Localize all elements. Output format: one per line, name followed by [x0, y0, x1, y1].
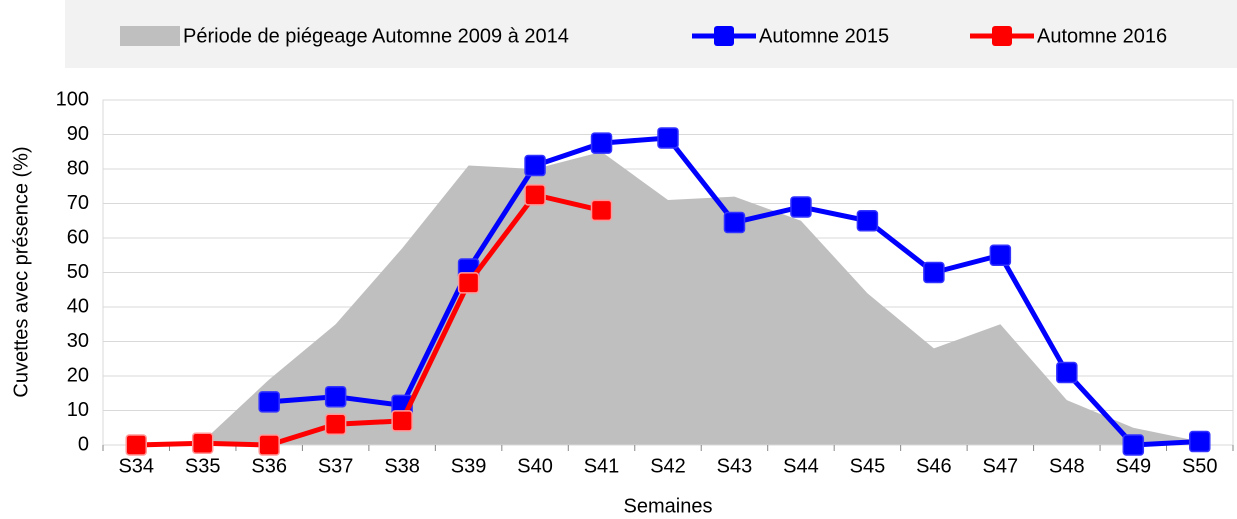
y-tick-label: 30	[67, 330, 89, 352]
x-tick-label: S35	[185, 455, 221, 477]
marker	[856, 210, 879, 232]
marker	[258, 391, 280, 413]
marker	[590, 199, 613, 222]
legend-swatch	[120, 26, 180, 46]
legend-marker	[714, 26, 734, 46]
y-tick-label: 80	[67, 157, 89, 179]
legend-box	[65, 0, 1237, 68]
y-tick-label: 60	[67, 226, 89, 248]
marker	[324, 385, 347, 408]
y-tick-label: 50	[67, 261, 89, 283]
marker	[524, 184, 546, 206]
legend-label: Période de piégeage Automne 2009 à 2014	[183, 25, 569, 47]
y-tick-label: 100	[56, 88, 89, 110]
marker	[191, 432, 214, 455]
marker	[258, 434, 280, 456]
x-tick-label: S34	[118, 455, 154, 477]
x-tick-label: S43	[717, 455, 753, 477]
marker	[989, 244, 1012, 266]
line	[136, 192, 603, 448]
x-tick-label: S36	[251, 455, 287, 477]
y-tick-label: 90	[67, 123, 89, 145]
marker	[790, 196, 812, 218]
x-tick-label: S37	[318, 455, 354, 477]
x-tick-label: S47	[983, 455, 1019, 477]
y-tick-label: 10	[67, 399, 89, 421]
y-tick-label: 20	[67, 364, 89, 386]
marker	[1056, 361, 1078, 384]
y-tick-label: 40	[67, 295, 89, 317]
marker	[723, 211, 746, 234]
x-axis-label: Semaines	[624, 495, 713, 517]
marker	[324, 413, 347, 436]
marker	[1122, 434, 1145, 456]
marker	[524, 154, 546, 177]
x-tick-label: S40	[517, 455, 553, 477]
x-tick-label: S46	[916, 455, 952, 477]
x-tick-label: S44	[783, 455, 819, 477]
y-axis-label: Cuvettes avec présence (%)	[10, 146, 32, 397]
legend-label: Automne 2015	[759, 25, 889, 47]
marker	[590, 132, 613, 154]
x-tick-label: S41	[584, 455, 620, 477]
x-tick-label: S48	[1049, 455, 1085, 477]
legend-marker	[992, 26, 1012, 46]
plot-border	[102, 99, 1234, 446]
area	[136, 151, 1200, 445]
y-tick-label: 70	[67, 192, 89, 214]
x-tick-label: S38	[384, 455, 420, 477]
x-tick-label: S39	[451, 455, 487, 477]
x-tick-label: S49	[1115, 455, 1151, 477]
marker	[125, 434, 147, 456]
marker	[1189, 430, 1211, 453]
marker	[391, 410, 413, 432]
x-tick-label: S50	[1182, 455, 1218, 477]
x-tick-label: S42	[650, 455, 686, 477]
marker	[657, 127, 679, 149]
x-tick-label: S45	[850, 455, 886, 477]
legend-label: Automne 2016	[1037, 25, 1167, 47]
marker	[457, 272, 480, 294]
marker	[923, 261, 945, 284]
y-tick-label: 0	[78, 433, 89, 455]
